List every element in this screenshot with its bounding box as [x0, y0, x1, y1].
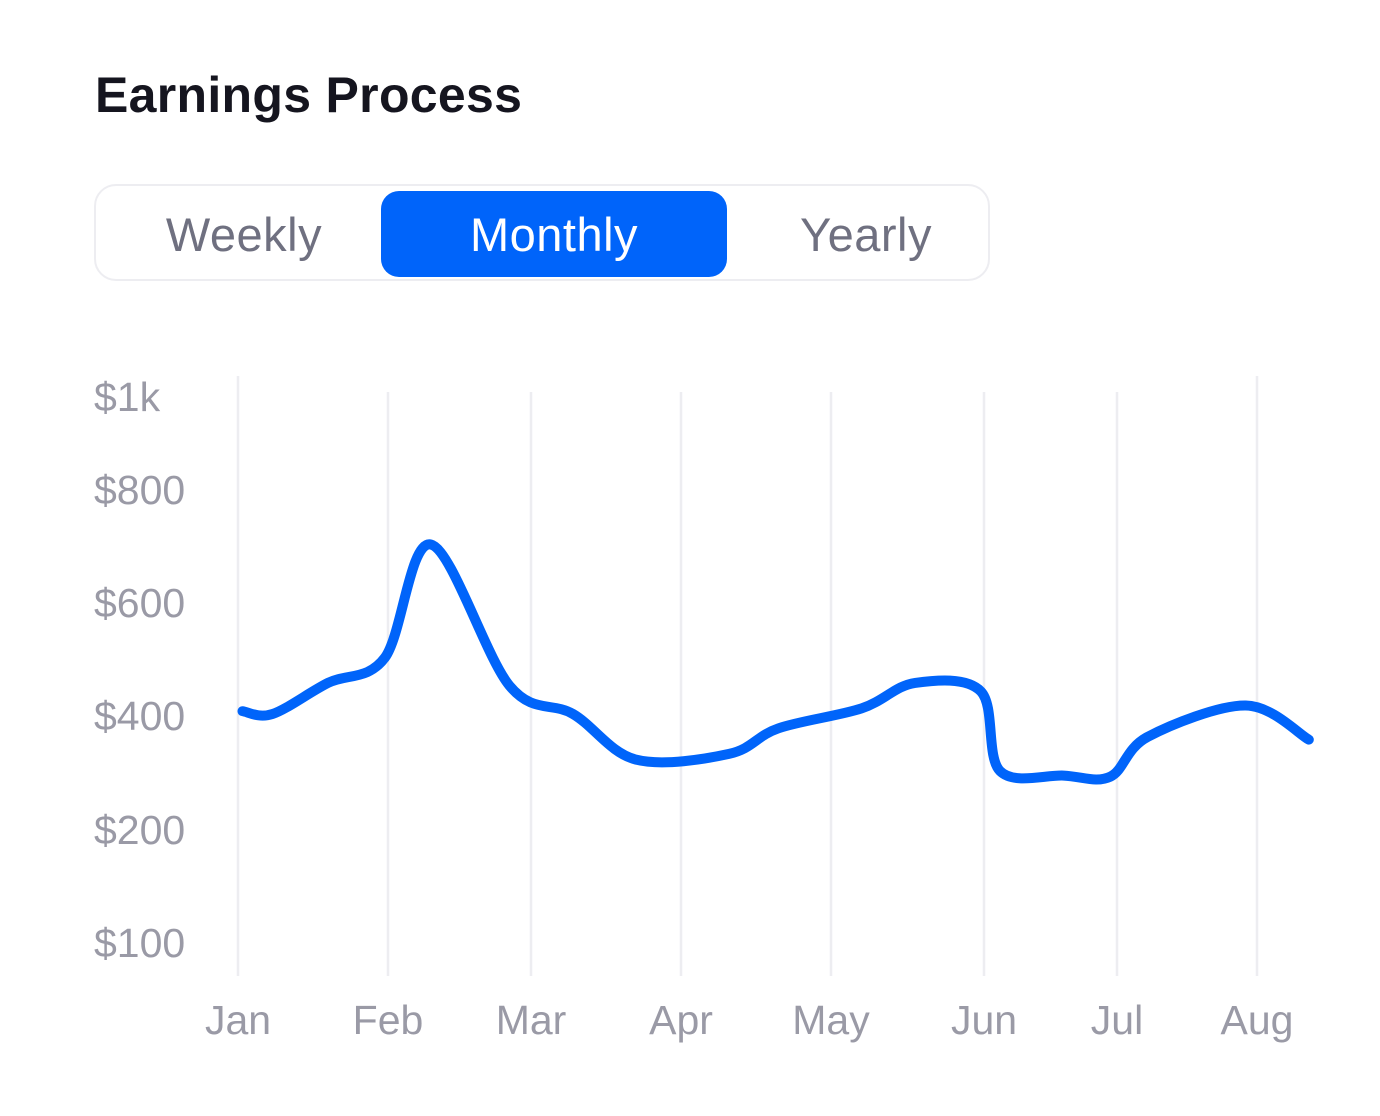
period-selector: Weekly Monthly Yearly	[94, 184, 990, 281]
x-tick-label: Mar	[496, 997, 567, 1043]
y-tick-label: $400	[94, 693, 185, 739]
widget-title: Earnings Process	[95, 67, 523, 123]
tab-yearly[interactable]: Yearly	[800, 207, 932, 261]
x-tick-label: Jul	[1091, 997, 1143, 1043]
tab-monthly[interactable]: Monthly	[381, 191, 727, 277]
y-tick-label: $800	[94, 467, 185, 513]
earnings-series-line	[237, 539, 1314, 785]
y-tick-label: $200	[94, 807, 185, 853]
x-tick-label: Aug	[1221, 997, 1294, 1043]
y-tick-label: $600	[94, 580, 185, 626]
y-tick-label: $100	[94, 920, 185, 966]
x-tick-label: Feb	[353, 997, 424, 1043]
x-tick-label: May	[792, 997, 870, 1043]
x-tick-label: Jun	[951, 997, 1017, 1043]
x-tick-label: Apr	[649, 997, 713, 1043]
y-tick-label: $1k	[94, 374, 161, 420]
x-tick-label: Jan	[205, 997, 271, 1043]
tab-weekly[interactable]: Weekly	[165, 207, 323, 261]
